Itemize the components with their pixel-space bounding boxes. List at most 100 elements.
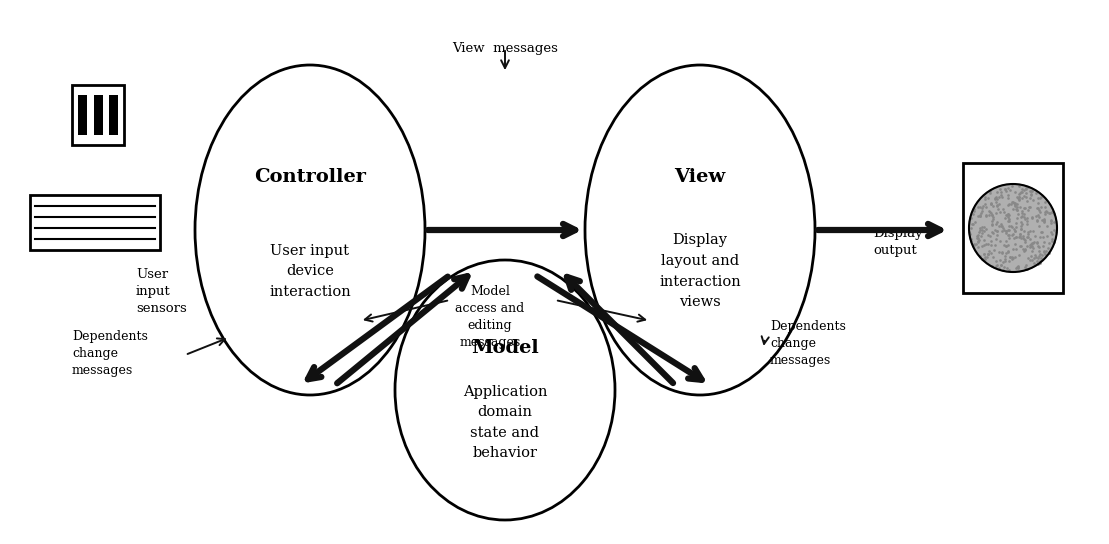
Text: Display
layout and
interaction
views: Display layout and interaction views [659,233,741,309]
Point [971,226,989,234]
Point [1044,234,1061,243]
Point [1005,225,1022,234]
Point [1003,181,1020,190]
Point [1016,212,1034,221]
Point [999,226,1017,234]
Point [977,225,995,233]
Point [968,238,986,246]
Point [1018,213,1036,222]
Point [1042,207,1060,216]
Point [1019,227,1037,236]
Point [1010,182,1028,190]
Point [1008,206,1026,215]
Point [997,242,1015,250]
Point [975,241,993,250]
Text: Model
access and
editing
messages: Model access and editing messages [456,285,525,349]
Point [1041,219,1059,227]
Point [988,226,1006,235]
Point [1029,260,1047,269]
Point [999,247,1017,256]
Point [1029,241,1047,250]
Point [1018,242,1036,251]
Point [994,258,1011,267]
Text: View: View [674,168,725,186]
Point [993,221,1010,230]
Point [980,246,998,255]
Point [1024,226,1041,235]
Point [1031,250,1049,258]
Point [1010,196,1028,205]
Point [1019,232,1037,241]
Point [1044,207,1061,216]
Point [981,200,999,208]
Point [1005,245,1022,254]
Point [1001,222,1019,231]
Point [989,205,1007,214]
Point [1024,242,1041,250]
Point [1039,244,1057,252]
Point [1011,203,1029,212]
Bar [30,195,160,250]
Point [1013,208,1030,217]
Point [1026,250,1044,259]
Point [976,255,994,263]
Point [971,211,989,219]
Point [999,217,1017,225]
Point [986,246,1004,255]
Point [983,241,1000,250]
Point [999,201,1017,209]
Point [1025,196,1042,205]
Point [996,251,1014,260]
Ellipse shape [395,260,615,520]
Point [976,250,994,258]
Point [993,188,1010,196]
Point [999,241,1017,250]
Point [1006,253,1024,262]
Point [1021,256,1039,264]
Point [971,212,989,220]
Point [1016,204,1034,213]
Point [1016,238,1034,247]
Point [1000,226,1018,234]
Point [1006,199,1024,207]
Point [1020,242,1038,251]
Point [1004,231,1021,239]
Point [965,207,983,215]
Point [1013,187,1030,196]
Point [964,220,981,228]
Point [1013,188,1030,196]
Point [1022,186,1040,195]
Point [988,231,1006,239]
Point [1009,264,1027,273]
Point [1031,256,1049,265]
Point [998,211,1016,219]
Point [1000,231,1018,240]
Text: User input
device
interaction: User input device interaction [269,244,350,299]
Point [974,226,991,234]
Point [1029,204,1047,213]
Point [1009,195,1027,203]
Point [997,242,1015,250]
Point [1019,254,1037,262]
Text: Display
output: Display output [873,227,923,257]
Point [1022,242,1040,251]
Point [963,224,980,232]
Point [1031,208,1049,217]
Point [987,193,1005,202]
Point [991,237,1009,245]
Point [984,252,1001,261]
Point [990,193,1008,202]
Point [999,210,1017,219]
Point [997,227,1015,236]
Point [979,250,997,258]
Point [1009,194,1027,202]
Point [981,188,999,197]
Point [1029,199,1047,207]
Point [1014,245,1031,254]
Point [1000,211,1018,220]
Point [1007,218,1025,227]
Point [996,213,1014,222]
Point [999,183,1017,192]
Point [1038,222,1056,231]
Point [969,237,987,245]
